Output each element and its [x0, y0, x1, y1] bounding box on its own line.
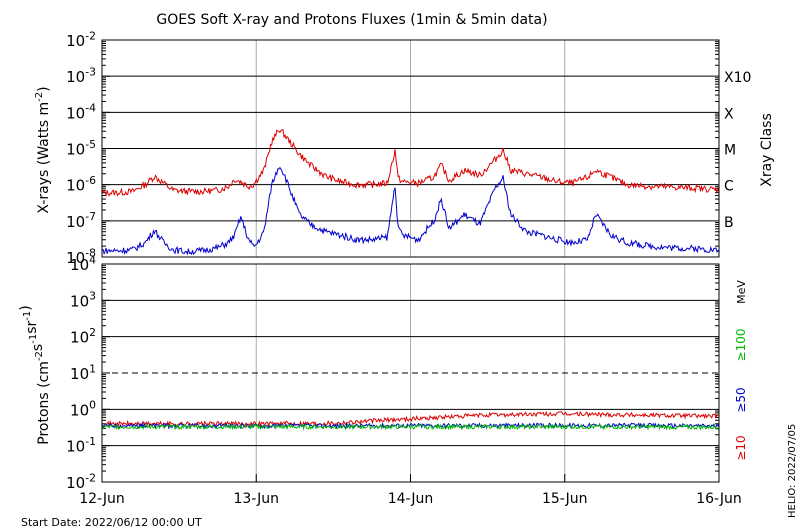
mev-unit-label: MeV	[735, 280, 748, 304]
y-tick-label: 10-4	[66, 102, 96, 123]
xray-class-label: X	[724, 106, 734, 122]
y-tick-label: 10-2	[66, 29, 96, 50]
proton-y-axis-label: Protons (cm-2s-1sr-1)	[18, 305, 52, 444]
credit-label: HELIO: 2022/07/05	[787, 424, 798, 518]
xray-class-axis-label: Xray Class	[759, 113, 775, 187]
y-tick-label: 10-5	[66, 138, 96, 159]
xray-class-label: B	[724, 215, 734, 231]
y-tick-label: 10-7	[66, 210, 96, 231]
legend-p100: ≥100	[734, 329, 748, 362]
y-tick-label: 10-3	[66, 65, 96, 86]
x-tick-label: 14-Jun	[388, 491, 434, 507]
y-tick-label: 104	[70, 253, 96, 274]
start-date-label: Start Date: 2022/06/12 00:00 UT	[21, 516, 202, 529]
x-tick-label: 12-Jun	[79, 491, 125, 507]
y-tick-label: 100	[70, 399, 96, 420]
x-tick-label: 16-Jun	[696, 491, 742, 507]
proton-panel: 104 103 102 101 100 10-1 10-212-Jun 13-Jun 14-Ju…	[18, 253, 748, 507]
x-tick-label: 15-Jun	[542, 491, 588, 507]
y-tick-label: 101	[70, 362, 96, 383]
xray-class-label: X10	[724, 70, 751, 86]
y-tick-label: 10-6	[66, 174, 96, 195]
xray-y-axis-label: X-rays (Watts m-2)	[34, 86, 52, 213]
xray-series-short-line	[101, 166, 720, 256]
xray-series-long-line	[101, 129, 720, 198]
protons-series-p100-line	[101, 422, 720, 431]
xray-class-label: M	[724, 143, 736, 159]
protons-series-p10-line	[101, 410, 720, 428]
legend-p50: ≥50	[734, 387, 748, 412]
y-tick-label: 102	[70, 326, 96, 347]
chart-title: GOES Soft X-ray and Protons Fluxes (1min…	[156, 12, 547, 28]
xray-panel: 10-2 10-3 10-4 10-5 10-6 10-7 10-8 X10 X M C B Xray …	[34, 29, 775, 267]
x-tick-label: 13-Jun	[233, 491, 279, 507]
legend-p10: ≥10	[734, 435, 748, 460]
y-tick-label: 103	[70, 290, 96, 311]
y-tick-label: 10-2	[66, 471, 96, 492]
y-tick-label: 10-8	[66, 246, 96, 267]
xray-class-label: C	[724, 179, 734, 195]
protons-series-p50-line	[101, 421, 720, 430]
y-tick-label: 10-1	[66, 435, 96, 456]
